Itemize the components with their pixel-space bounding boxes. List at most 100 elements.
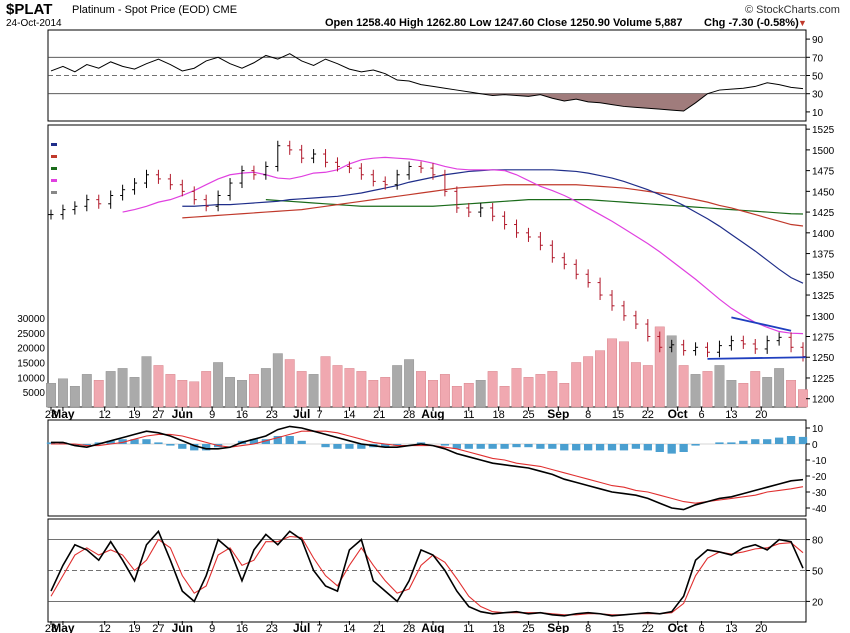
macd-histogram-bar <box>619 444 629 451</box>
price-axis-tick-label: 1225 <box>812 374 835 385</box>
legend-swatch <box>51 179 57 182</box>
x-axis-label: May <box>51 621 75 633</box>
x-axis-label: 14 <box>343 623 355 633</box>
x-axis-label: 13 <box>725 623 737 633</box>
macd-histogram-bar <box>321 444 330 448</box>
x-axis-label: Sep <box>547 407 569 421</box>
ema21-line <box>122 156 804 335</box>
macd-histogram-bar <box>464 444 473 449</box>
brand-logo[interactable]: © StockCharts.com <box>745 4 840 16</box>
volume-bar <box>726 380 737 408</box>
x-axis-label: 11 <box>463 409 474 421</box>
macd-histogram-bar <box>154 442 163 444</box>
volume-bar <box>165 374 176 408</box>
price-axis-tick-label: 1400 <box>812 229 835 240</box>
volume-bar <box>105 371 116 408</box>
x-axis-label: Jun <box>172 621 193 633</box>
sto-k-line <box>50 529 804 617</box>
macd-histogram-bar <box>595 444 605 451</box>
volume-tick-label: 20000 <box>17 344 45 355</box>
x-axis-label: 20 <box>755 409 767 421</box>
legend-swatch <box>51 143 57 146</box>
macd-histogram-bar <box>142 439 151 444</box>
ohlc-summary: Open 1258.40 High 1262.80 Low 1247.60 Cl… <box>325 17 683 29</box>
volume-bar <box>535 374 546 408</box>
price-axis-tick-label: 1475 <box>812 167 835 178</box>
volume-bar <box>451 386 462 408</box>
macd-histogram-bar <box>381 444 390 448</box>
macd-histogram-bar <box>488 444 497 449</box>
volume-bar <box>177 380 188 408</box>
volume-bar <box>738 383 749 408</box>
macd-histogram-bar <box>261 439 271 444</box>
x-axis-label: 13 <box>725 409 737 421</box>
x-axis-label: 19 <box>128 623 140 633</box>
x-axis-label: 22 <box>642 409 654 421</box>
macd-histogram-bar <box>106 440 115 444</box>
x-axis-label: 28 <box>45 623 57 633</box>
x-axis-label: 25 <box>522 409 534 421</box>
x-axis-label: 27 <box>152 409 164 421</box>
volume-bar <box>46 383 56 408</box>
x-axis-label: 23 <box>266 623 278 633</box>
x-axis-label: 28 <box>403 409 415 421</box>
x-axis-label: 16 <box>236 409 248 421</box>
macd-histogram-bar <box>607 444 617 451</box>
sto-axis-tick-label: 50 <box>812 567 824 578</box>
volume-bar <box>630 362 641 408</box>
price-axis-tick-label: 1250 <box>812 353 835 364</box>
x-axis-label: Aug <box>421 621 444 633</box>
volume-bar <box>642 365 653 408</box>
macd-histogram-bar <box>583 444 593 451</box>
volume-bar <box>129 377 140 408</box>
x-axis-label: 28 <box>45 409 57 421</box>
macd-axis-tick-label: 0 <box>812 440 818 451</box>
upper-trendline <box>731 316 792 332</box>
volume-bar <box>714 365 725 408</box>
instrument-name: Platinum - Spot Price (EOD) CME <box>72 4 237 16</box>
macd-histogram-bar <box>118 439 127 444</box>
macd-histogram-bar <box>798 436 808 444</box>
volume-bar <box>380 377 391 408</box>
x-axis-label: 20 <box>755 623 767 633</box>
x-axis-label: 23 <box>266 409 278 421</box>
macd-histogram-bar <box>774 437 784 444</box>
x-axis-label: Jul <box>293 407 310 421</box>
price-axis-tick-label: 1200 <box>812 395 835 406</box>
volume-bar <box>356 371 367 408</box>
x-axis-label: 15 <box>612 409 624 421</box>
x-axis-label: 7 <box>317 623 323 633</box>
volume-bar <box>559 383 570 408</box>
volume-bar <box>344 368 355 408</box>
macd-axis-tick-label: -30 <box>812 488 827 499</box>
macd-histogram-bar <box>739 440 748 444</box>
x-axis-label: 27 <box>152 623 164 633</box>
volume-bar <box>786 380 797 408</box>
x-axis-label: 14 <box>343 409 355 421</box>
x-axis-label: 8 <box>585 623 591 633</box>
volume-bar <box>189 381 200 408</box>
volume-bar <box>666 335 677 408</box>
volume-bar <box>308 374 319 408</box>
volume-bar <box>654 326 665 408</box>
x-axis-label: 11 <box>463 623 474 633</box>
sto-d-line <box>50 535 804 616</box>
price-axis-tick-label: 1375 <box>812 250 835 261</box>
sto-axis-tick-label: 80 <box>812 536 824 547</box>
macd-histogram-bar <box>763 439 772 444</box>
rsi-panel: 10 30 50 70 90 <box>47 29 824 122</box>
price-axis-tick-label: 1325 <box>812 291 835 302</box>
macd-histogram-bar <box>631 444 641 449</box>
volume-bar <box>213 362 224 408</box>
volume-bar <box>595 350 606 408</box>
symbol: $PLAT <box>6 1 52 18</box>
macd-histogram-bar <box>190 444 199 451</box>
volume-bar <box>463 383 474 408</box>
macd-histogram-bar <box>273 436 282 444</box>
volume-bar <box>511 368 522 408</box>
rsi-axis-tick-label: 70 <box>812 53 824 64</box>
x-axis-label: 25 <box>522 623 534 633</box>
macd-histogram-bar <box>285 436 294 444</box>
volume-bar <box>762 377 773 408</box>
